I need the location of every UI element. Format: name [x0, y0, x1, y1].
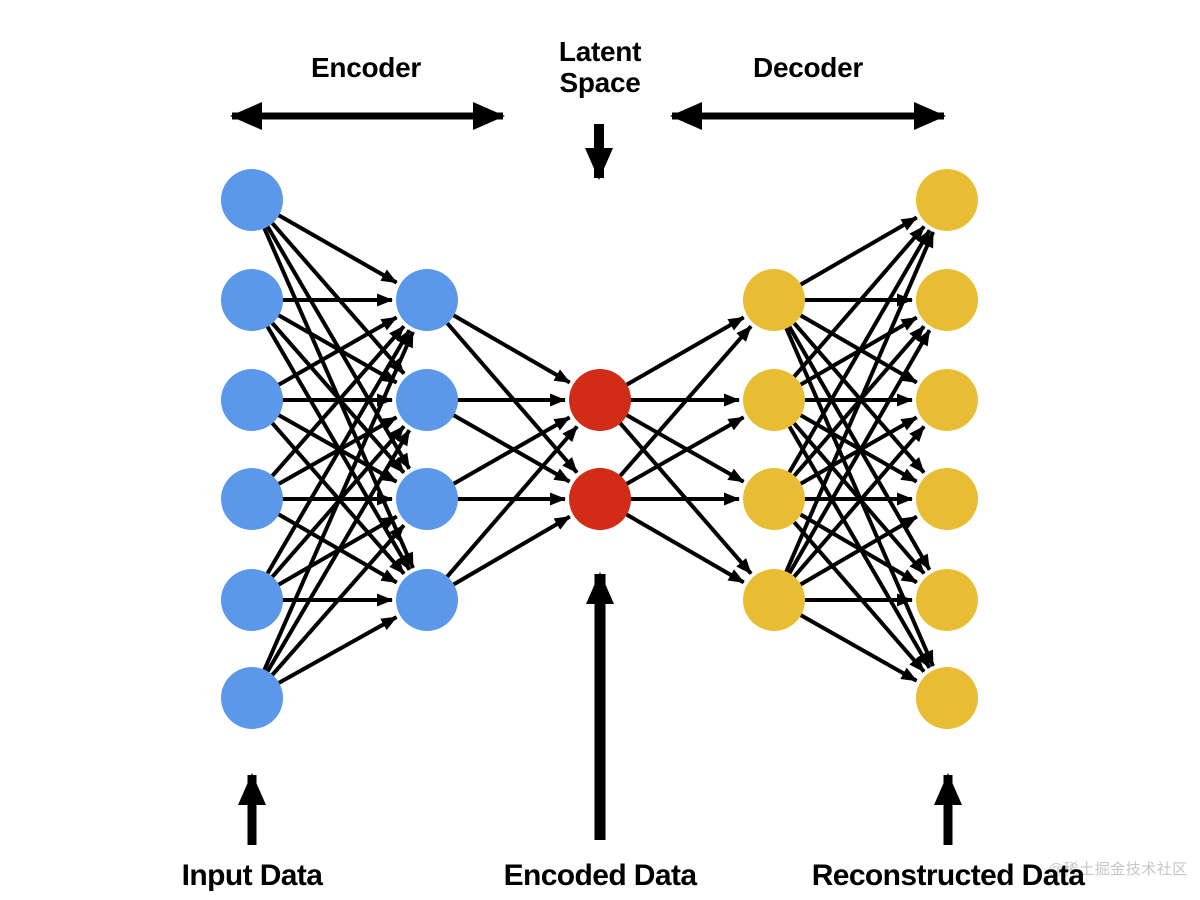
- connection-lines: [262, 213, 935, 686]
- connection-input-layer-1-to-encoder-hidden-layer-1: [277, 213, 398, 285]
- connection-input-layer-6-to-encoder-hidden-layer-3: [270, 523, 406, 677]
- latent-layer-node-1: [569, 369, 631, 431]
- encoder-hidden-layer-node-4: [396, 569, 458, 631]
- latent-space-label: Latent Space: [558, 36, 642, 98]
- watermark: @稀土掘金技术社区: [1048, 861, 1188, 878]
- connection-encoder-hidden-layer-1-to-latent-layer-1: [451, 313, 571, 385]
- connection-input-layer-3-to-encoder-hidden-layer-3: [277, 413, 398, 484]
- connection-encoder-hidden-layer-4-to-latent-layer-1: [445, 425, 579, 579]
- connection-decoder-hidden-layer-3-to-output-layer-5: [798, 512, 918, 585]
- input-layer-node-6: [221, 667, 283, 729]
- connection-latent-layer-1-to-decoder-hidden-layer-1: [625, 315, 745, 387]
- connection-input-layer-6-to-encoder-hidden-layer-1: [262, 331, 415, 672]
- output-layer-node-2: [916, 269, 978, 331]
- decoder-hidden-layer-node-2: [743, 369, 805, 431]
- connection-input-layer-6-to-encoder-hidden-layer-4: [277, 615, 398, 686]
- connection-decoder-hidden-layer-1-to-output-layer-3: [798, 313, 918, 385]
- connection-input-layer-3-to-encoder-hidden-layer-1: [277, 315, 398, 387]
- connection-encoder-hidden-layer-2-to-latent-layer-2: [452, 413, 571, 484]
- connection-encoder-hidden-layer-3-to-latent-layer-1: [452, 415, 571, 486]
- latent-space-label-line2: Space: [559, 67, 641, 98]
- connection-decoder-hidden-layer-2-to-output-layer-4: [799, 413, 918, 484]
- neuron-nodes: [221, 169, 978, 729]
- input-layer-node-5: [221, 569, 283, 631]
- connection-latent-layer-2-to-decoder-hidden-layer-4: [624, 512, 745, 585]
- output-layer-node-1: [916, 169, 978, 231]
- connection-decoder-hidden-layer-4-to-output-layer-4: [798, 514, 918, 587]
- connection-decoder-hidden-layer-4-to-output-layer-3: [792, 425, 926, 579]
- output-layer-node-6: [916, 667, 978, 729]
- encoder-hidden-layer-node-3: [396, 468, 458, 530]
- connection-input-layer-6-to-encoder-hidden-layer-2: [265, 429, 412, 674]
- encoder-label: Encoder: [311, 52, 421, 83]
- input-layer-node-1: [221, 169, 283, 231]
- decoder-hidden-layer-node-3: [743, 468, 805, 530]
- output-layer-node-5: [916, 569, 978, 631]
- input-layer-node-4: [221, 468, 283, 530]
- connection-input-layer-2-to-encoder-hidden-layer-3: [270, 321, 406, 475]
- connection-decoder-hidden-layer-4-to-output-layer-6: [799, 613, 918, 683]
- reconstructed-data-label: Reconstructed Data: [811, 859, 1085, 892]
- connection-decoder-hidden-layer-4-to-output-layer-2: [787, 329, 932, 575]
- output-layer-node-3: [916, 369, 978, 431]
- input-data-label: Input Data: [181, 859, 323, 892]
- input-layer-node-3: [221, 369, 283, 431]
- connection-decoder-hidden-layer-1-to-output-layer-4: [792, 321, 926, 474]
- encoded-data-label: Encoded Data: [503, 859, 697, 892]
- connection-input-layer-2-to-encoder-hidden-layer-2: [277, 313, 398, 385]
- encoder-hidden-layer-node-1: [396, 269, 458, 331]
- connection-decoder-hidden-layer-2-to-output-layer-1: [792, 225, 926, 379]
- decoder-hidden-layer-node-4: [743, 569, 805, 631]
- decoder-label: Decoder: [753, 52, 863, 83]
- connection-decoder-hidden-layer-3-to-output-layer-1: [787, 229, 932, 475]
- connection-latent-layer-2-to-decoder-hidden-layer-2: [625, 415, 745, 486]
- encoder-hidden-layer-node-2: [396, 369, 458, 431]
- connection-decoder-hidden-layer-4-to-output-layer-1: [784, 231, 935, 574]
- connection-input-layer-5-to-encoder-hidden-layer-1: [265, 329, 412, 576]
- connection-latent-layer-1-to-decoder-hidden-layer-3: [625, 413, 745, 484]
- connection-input-layer-4-to-encoder-hidden-layer-1: [270, 324, 406, 478]
- connection-decoder-hidden-layer-1-to-output-layer-1: [798, 215, 918, 287]
- decoder-hidden-layer-node-1: [743, 269, 805, 331]
- connection-decoder-hidden-layer-3-to-output-layer-6: [792, 520, 926, 673]
- connection-encoder-hidden-layer-1-to-latent-layer-2: [445, 321, 579, 474]
- input-layer-node-2: [221, 269, 283, 331]
- connection-encoder-hidden-layer-4-to-latent-layer-2: [451, 514, 571, 587]
- latent-space-label-line1: Latent: [558, 36, 642, 67]
- connection-latent-layer-2-to-decoder-hidden-layer-1: [618, 324, 753, 478]
- latent-layer-node-2: [569, 468, 631, 530]
- output-layer-node-4: [916, 468, 978, 530]
